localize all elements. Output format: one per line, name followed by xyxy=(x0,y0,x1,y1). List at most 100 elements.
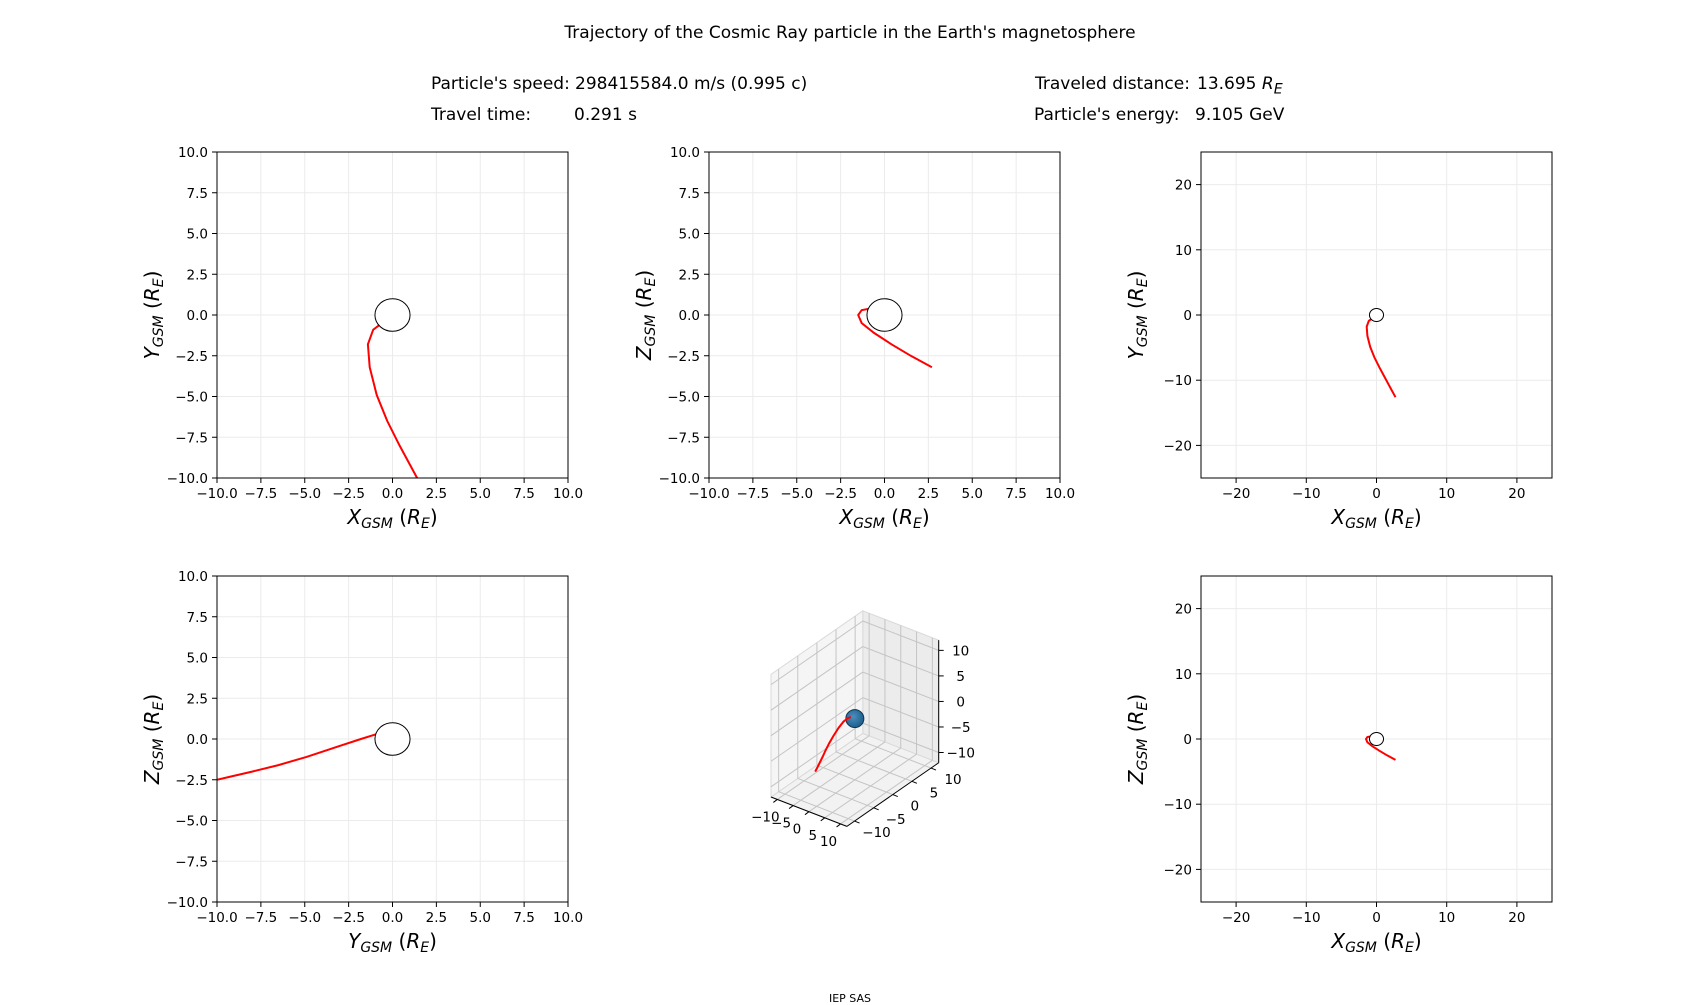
y-axis-label-sub: GSM xyxy=(151,739,167,771)
x-axis-label-sub: GSM xyxy=(361,516,393,532)
panel-bottom-left: −10.0 −7.5 −5.0 −2.5 0.0 2.5 5.0 7.5 10.0 −10.0 −7… xyxy=(140,569,583,956)
distance-readout: 13.695 RE xyxy=(1197,74,1283,97)
x-tick-label: −5.0 xyxy=(288,486,321,502)
y-axis-label-open: ( xyxy=(632,300,656,314)
y-tick-label: −5.0 xyxy=(175,814,208,830)
y-tick-label: −10 xyxy=(1164,797,1193,813)
y-axis-label-close: ) xyxy=(1124,694,1148,702)
x-tick-label: −2.5 xyxy=(332,910,365,926)
footer-credit: IEP SAS xyxy=(828,992,872,1005)
y-axis-label-main: Y xyxy=(140,345,164,359)
x-tick-3d xyxy=(788,805,794,809)
x-tick-label: −10.0 xyxy=(688,486,729,502)
trajectory-line xyxy=(857,307,933,369)
distance-value: 13.695 xyxy=(1197,74,1257,94)
x-tick-label: −10.0 xyxy=(196,910,237,926)
time-label: Travel time: xyxy=(431,105,532,125)
energy-label: Particle's energy: xyxy=(1034,105,1180,125)
x-axis-label-unit: R xyxy=(899,505,913,529)
y-axis-label-main: Y xyxy=(1124,345,1148,359)
y-axis-label-unit: R xyxy=(140,287,164,301)
x-axis-label-unit-sub: E xyxy=(1405,516,1414,532)
x-tick-3d xyxy=(804,811,810,816)
y-axis-label-unit-sub: E xyxy=(151,278,167,287)
x-tick-label: 7.5 xyxy=(1005,486,1026,502)
y-tick-label: 2.5 xyxy=(187,267,208,283)
y-axis-label-sub: GSM xyxy=(1135,315,1151,347)
y-tick-label: −10 xyxy=(1164,373,1193,389)
y-tick-label: 10 xyxy=(1175,667,1192,683)
grid-3d-floor-y xyxy=(835,751,913,782)
y-axis-label-sub: GSM xyxy=(643,315,659,347)
y-axis-label-main: Z xyxy=(1124,769,1148,785)
y-tick-label: 7.5 xyxy=(187,186,208,202)
earth-circle xyxy=(374,722,411,756)
y-axis-label-sub: GSM xyxy=(151,315,167,347)
grid-3d-floor-y xyxy=(854,738,932,769)
y-axis-label-close: ) xyxy=(140,694,164,702)
x-tick-label: −7.5 xyxy=(736,486,769,502)
x-tick-label: 10 xyxy=(1438,486,1455,502)
y-axis-label: ZGSM (RE) xyxy=(1124,694,1151,785)
x-axis-label-unit-sub: E xyxy=(421,516,430,532)
grid-3d-left-z xyxy=(770,697,864,762)
x-axis-label-close: ) xyxy=(922,505,930,529)
y-tick-label: 20 xyxy=(1175,602,1192,618)
y-axis-label-main: Z xyxy=(632,345,656,361)
grid-3d-floor-y xyxy=(797,777,874,809)
grid-3d-left-z xyxy=(770,646,864,711)
x-tick-label-3d: 0 xyxy=(793,822,802,838)
y-axis-label-unit: R xyxy=(1124,287,1148,301)
x-tick-label: −5.0 xyxy=(288,910,321,926)
y-axis-label-close: ) xyxy=(632,270,656,278)
y-tick-label: −7.5 xyxy=(175,854,208,870)
y-tick-3d xyxy=(873,807,879,811)
trajectory-line xyxy=(217,731,384,781)
grid-3d-floor-y xyxy=(816,764,893,796)
x-axis-label-close: ) xyxy=(429,929,437,953)
speed-value: 298415584.0 m/s (0.995 c) xyxy=(575,74,808,94)
y-tick-label: 0 xyxy=(1183,308,1192,324)
axes-frame xyxy=(1200,151,1553,479)
x-axis-label-open: ( xyxy=(392,929,406,953)
y-axis-label-unit-sub: E xyxy=(1135,702,1151,711)
x-axis-label-open: ( xyxy=(885,505,899,529)
y-tick-label: 0.0 xyxy=(679,308,700,324)
y-tick-label: 2.5 xyxy=(187,691,208,707)
x-tick-label: 20 xyxy=(1508,486,1525,502)
y-tick-label: 0.0 xyxy=(187,732,208,748)
grid-3d-left-z xyxy=(770,620,864,686)
y-tick-label: 2.5 xyxy=(679,267,700,283)
y-axis-label-unit-sub: E xyxy=(643,278,659,287)
earth-circle xyxy=(1368,731,1385,747)
distance-label: Traveled distance: xyxy=(1035,74,1190,94)
x-tick-label: 10.0 xyxy=(1045,486,1075,502)
distance-unit-sub: E xyxy=(1273,81,1283,98)
x-tick-label: −7.5 xyxy=(244,486,277,502)
y-axis-label-unit-sub: E xyxy=(151,702,167,711)
figure-title: Trajectory of the Cosmic Ray particle in… xyxy=(564,23,1136,43)
y-tick-label: 7.5 xyxy=(679,186,700,202)
time-value: 0.291 s xyxy=(574,105,637,125)
grid-3d-floor-y xyxy=(778,791,855,822)
y-tick-label: −20 xyxy=(1164,438,1193,454)
grid-3d-left-z xyxy=(770,671,864,737)
y-axis-label: ZGSM (RE) xyxy=(140,694,167,785)
grid-3d-back-z xyxy=(862,722,939,753)
y-tick-label: 10.0 xyxy=(178,145,208,161)
y-axis-label-unit-sub: E xyxy=(1135,278,1151,287)
x-axis-label-main: X xyxy=(1330,505,1346,529)
x-tick-label: 10.0 xyxy=(553,486,583,502)
y-axis-label-close: ) xyxy=(140,271,164,279)
y-tick-label: −2.5 xyxy=(175,349,208,365)
y-tick-label-3d: −5 xyxy=(886,812,906,828)
y-axis-label: YGSM (RE) xyxy=(1124,271,1151,360)
x-axis-label-sub: GSM xyxy=(853,516,885,532)
y-tick-label: −2.5 xyxy=(175,773,208,789)
x-tick-label: −2.5 xyxy=(824,486,857,502)
x-axis-label-main: X xyxy=(838,505,854,529)
trajectory-line-3d xyxy=(814,716,852,773)
panel-top-left: −10.0 −7.5 −5.0 −2.5 0.0 2.5 5.0 7.5 10.0 −10.0 −7… xyxy=(140,145,583,532)
x-tick-label-3d: −10 xyxy=(751,809,780,825)
x-axis-label-main: X xyxy=(1330,929,1346,953)
